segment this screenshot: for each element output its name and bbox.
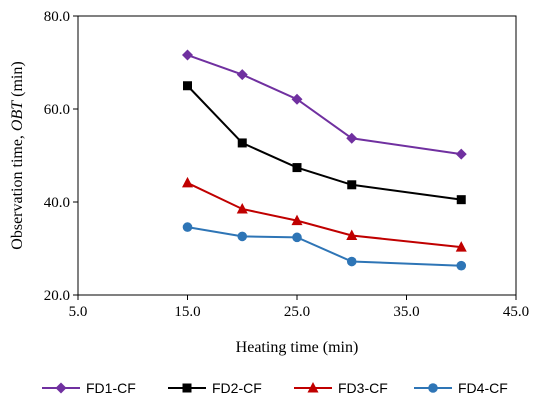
legend-marker [428,383,438,393]
x-axis: 5.0 15.0 25.0 35.0 45.0 [69,295,529,320]
series-line [187,226,462,267]
legend-marker [307,382,319,393]
x-tick-label: 25.0 [284,304,310,320]
data-point [183,81,192,91]
legend-marker [55,382,67,394]
y-axis-title-prefix: Observation time, [9,131,26,250]
data-point [292,232,302,243]
data-point [237,231,248,242]
data-point [456,260,467,271]
data-point [346,229,358,240]
data-point [182,222,193,232]
data-point [456,195,466,205]
y-axis-title-suffix: (min) [9,61,26,101]
y-axis-title: Observation time, OBT (min) [9,61,26,249]
x-tick-label: 45.0 [503,304,529,320]
legend: FD1-CF FD2-CF FD3-CF FD4-CF [42,380,508,396]
data-point [455,241,467,252]
data-point [346,132,358,144]
y-tick-label: 80.0 [44,9,70,25]
x-tick-label: 5.0 [69,304,88,320]
data-point [237,138,247,148]
legend-item: FD2-CF [168,380,262,396]
series-fd3-cf [182,176,467,252]
data-point [291,93,303,105]
data-point [292,163,302,173]
series-line [187,54,462,156]
data-point [236,202,248,214]
series-fd1-cf [182,49,467,160]
data-point [291,214,303,226]
series-layer [182,49,467,271]
legend-label: FD2-CF [212,380,262,396]
data-point [182,49,193,61]
legend-label: FD1-CF [86,380,136,396]
y-tick-label: 40.0 [44,195,70,211]
series-line [187,182,462,249]
data-point [182,176,193,188]
legend-label: FD4-CF [458,380,508,396]
x-tick-label: 35.0 [393,304,419,320]
legend-item: FD1-CF [42,380,136,396]
plot-border [77,15,517,296]
data-point [236,69,248,81]
series-line [186,85,462,201]
legend-item: FD3-CF [294,380,388,396]
y-tick-label: 20.0 [44,288,70,304]
data-point [346,256,357,267]
series-fd4-cf [182,222,467,271]
legend-label: FD3-CF [338,380,388,396]
y-tick-label: 60.0 [44,102,70,118]
series-fd2-cf [183,81,466,205]
plot-area [77,15,517,296]
legend-marker [182,383,192,393]
x-tick-label: 15.0 [174,304,200,320]
x-axis-title: Heating time (min) [236,339,359,356]
y-axis-title-italic: OBT [9,100,26,131]
legend-item: FD4-CF [414,380,508,396]
data-point [347,180,357,190]
y-axis: 20.0 40.0 60.0 80.0 [44,9,78,304]
data-point [455,148,467,160]
